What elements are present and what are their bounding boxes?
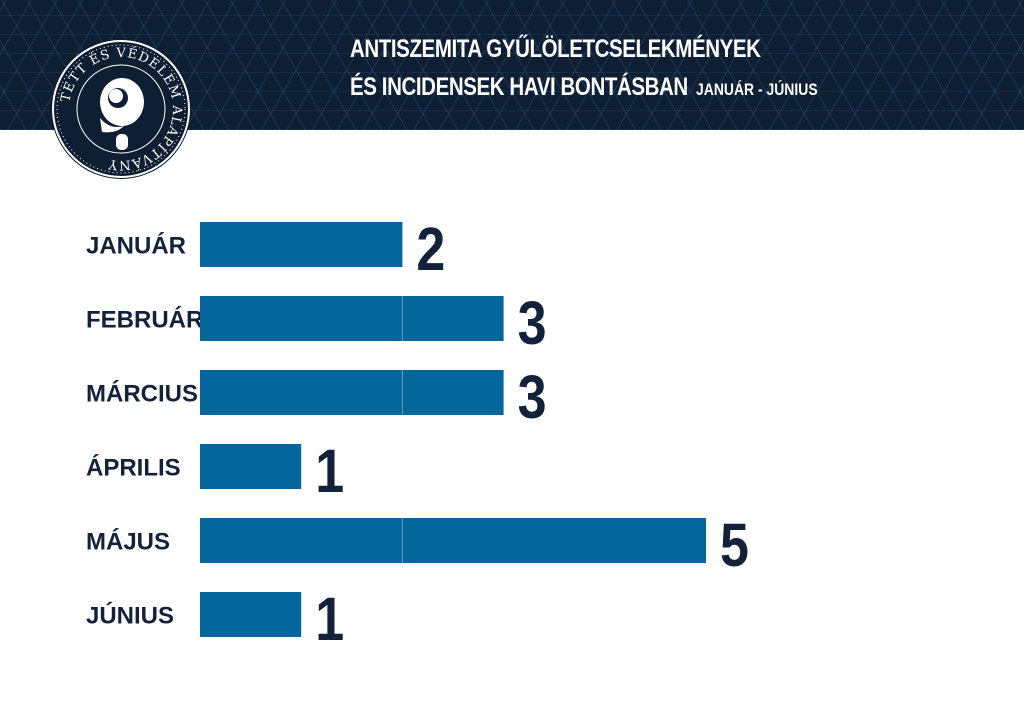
chart-subtitle: JANUÁR - JÚNIUS bbox=[696, 80, 818, 99]
bar-value-label: 3 bbox=[518, 290, 547, 358]
lion-emblem-icon bbox=[100, 78, 144, 150]
category-label: MÁRCIUS bbox=[86, 380, 198, 408]
bar bbox=[200, 518, 706, 563]
bar bbox=[200, 592, 302, 637]
category-label: ÁPRILIS bbox=[86, 454, 181, 482]
category-label: JÚNIUS bbox=[86, 602, 174, 630]
bar bbox=[200, 444, 302, 489]
bar-value-label: 2 bbox=[416, 216, 445, 284]
foundation-seal-logo: TETT ÉS VÉDELEM ALAPÍTVÁNY bbox=[51, 39, 191, 179]
category-label: JANUÁR bbox=[86, 232, 186, 260]
bar bbox=[200, 296, 504, 341]
chart-title: ANTISZEMITA GYŰLÖLETCSELEKMÉNYEK ÉS INCI… bbox=[350, 30, 818, 109]
category-label: FEBRUÁR bbox=[86, 306, 203, 334]
bar-value-label: 3 bbox=[518, 364, 547, 432]
bar bbox=[200, 370, 504, 415]
bars-layer: JANUÁR 2 FEBRUÁR 3 MÁRCIUS 3 ÁPRILIS 1 MÁJUS 5 JÚN… bbox=[86, 216, 749, 654]
category-label: MÁJUS bbox=[86, 528, 170, 556]
bar-value-label: 1 bbox=[315, 586, 344, 654]
title-line-2: ÉS INCIDENSEK HAVI BONTÁSBAN bbox=[350, 73, 688, 101]
bar-value-label: 1 bbox=[315, 438, 344, 506]
title-line-1: ANTISZEMITA GYŰLÖLETCSELEKMÉNYEK bbox=[350, 35, 761, 63]
bar bbox=[200, 222, 403, 267]
bar-value-label: 5 bbox=[720, 512, 749, 580]
